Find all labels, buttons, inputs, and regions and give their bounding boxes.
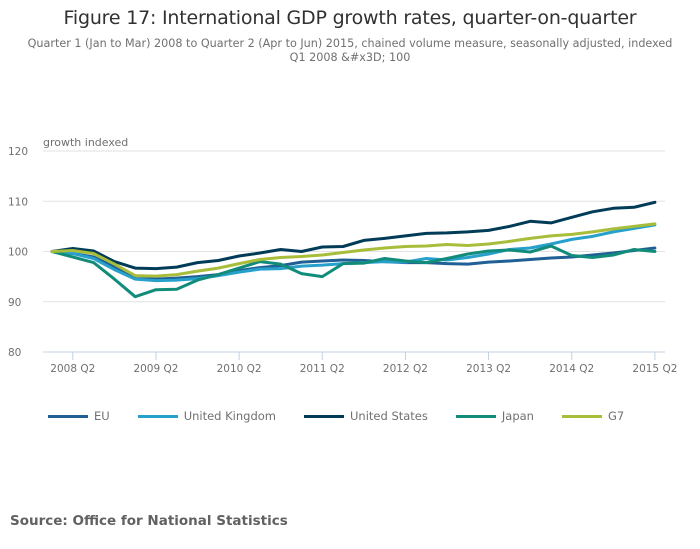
y-axis-ticks: 80 90 100 110 120 bbox=[8, 146, 28, 359]
legend-item-united-kingdom[interactable]: United Kingdom bbox=[137, 409, 276, 423]
y-tick-label: 100 bbox=[8, 247, 28, 259]
legend-label: EU bbox=[94, 409, 110, 423]
legend-item-g7[interactable]: G7 bbox=[561, 409, 625, 423]
legend: EU United Kingdom United States Japan G7 bbox=[48, 409, 652, 423]
legend-swatch bbox=[561, 414, 602, 418]
gridlines bbox=[43, 150, 665, 353]
x-axis: 2008 Q2 2009 Q2 2010 Q2 2011 Q2 2012 Q2 2013 … bbox=[50, 352, 677, 375]
x-tick-label: 2010 Q2 bbox=[217, 363, 262, 375]
legend-label: G7 bbox=[607, 409, 625, 423]
legend-label: United Kingdom bbox=[183, 409, 276, 423]
legend-item-eu[interactable]: EU bbox=[48, 409, 110, 423]
x-tick-label: 2013 Q2 bbox=[466, 363, 511, 375]
legend-swatch bbox=[455, 414, 496, 418]
series-line-g7[interactable] bbox=[50, 222, 657, 278]
y-tick-label: 80 bbox=[8, 347, 21, 359]
x-tick-label: 2012 Q2 bbox=[383, 363, 428, 375]
series-line-japan[interactable] bbox=[50, 244, 657, 299]
legend-swatch bbox=[137, 414, 178, 418]
x-tick-label: 2014 Q2 bbox=[549, 363, 594, 375]
y-axis-label: growth indexed bbox=[43, 136, 128, 149]
legend-swatch bbox=[48, 414, 88, 418]
y-tick-label: 110 bbox=[8, 196, 28, 208]
y-tick-label: 90 bbox=[8, 297, 21, 309]
legend-item-united-states[interactable]: United States bbox=[304, 409, 428, 423]
legend-item-japan[interactable]: Japan bbox=[455, 409, 534, 423]
legend-label: Japan bbox=[501, 409, 534, 423]
series-lines bbox=[50, 200, 657, 299]
y-tick-label: 120 bbox=[8, 146, 28, 158]
x-tick-label: 2008 Q2 bbox=[50, 363, 95, 375]
x-tick-label: 2015 Q2 bbox=[632, 363, 677, 375]
x-tick-label: 2009 Q2 bbox=[133, 363, 178, 375]
line-chart: 80 90 100 110 120 2008 Q2 2009 Q2 2010 Q2 2011 … bbox=[8, 136, 677, 375]
source-note: Source: Office for National Statistics bbox=[10, 513, 288, 529]
x-tick-label: 2011 Q2 bbox=[300, 363, 345, 375]
legend-swatch bbox=[304, 414, 344, 418]
chart-subtitle: Quarter 1 (Jan to Mar) 2008 to Quarter 2… bbox=[27, 37, 673, 64]
legend-label: United States bbox=[350, 409, 428, 423]
chart-title: Figure 17: International GDP growth rate… bbox=[63, 7, 637, 29]
series-line-united-states[interactable] bbox=[50, 200, 657, 271]
